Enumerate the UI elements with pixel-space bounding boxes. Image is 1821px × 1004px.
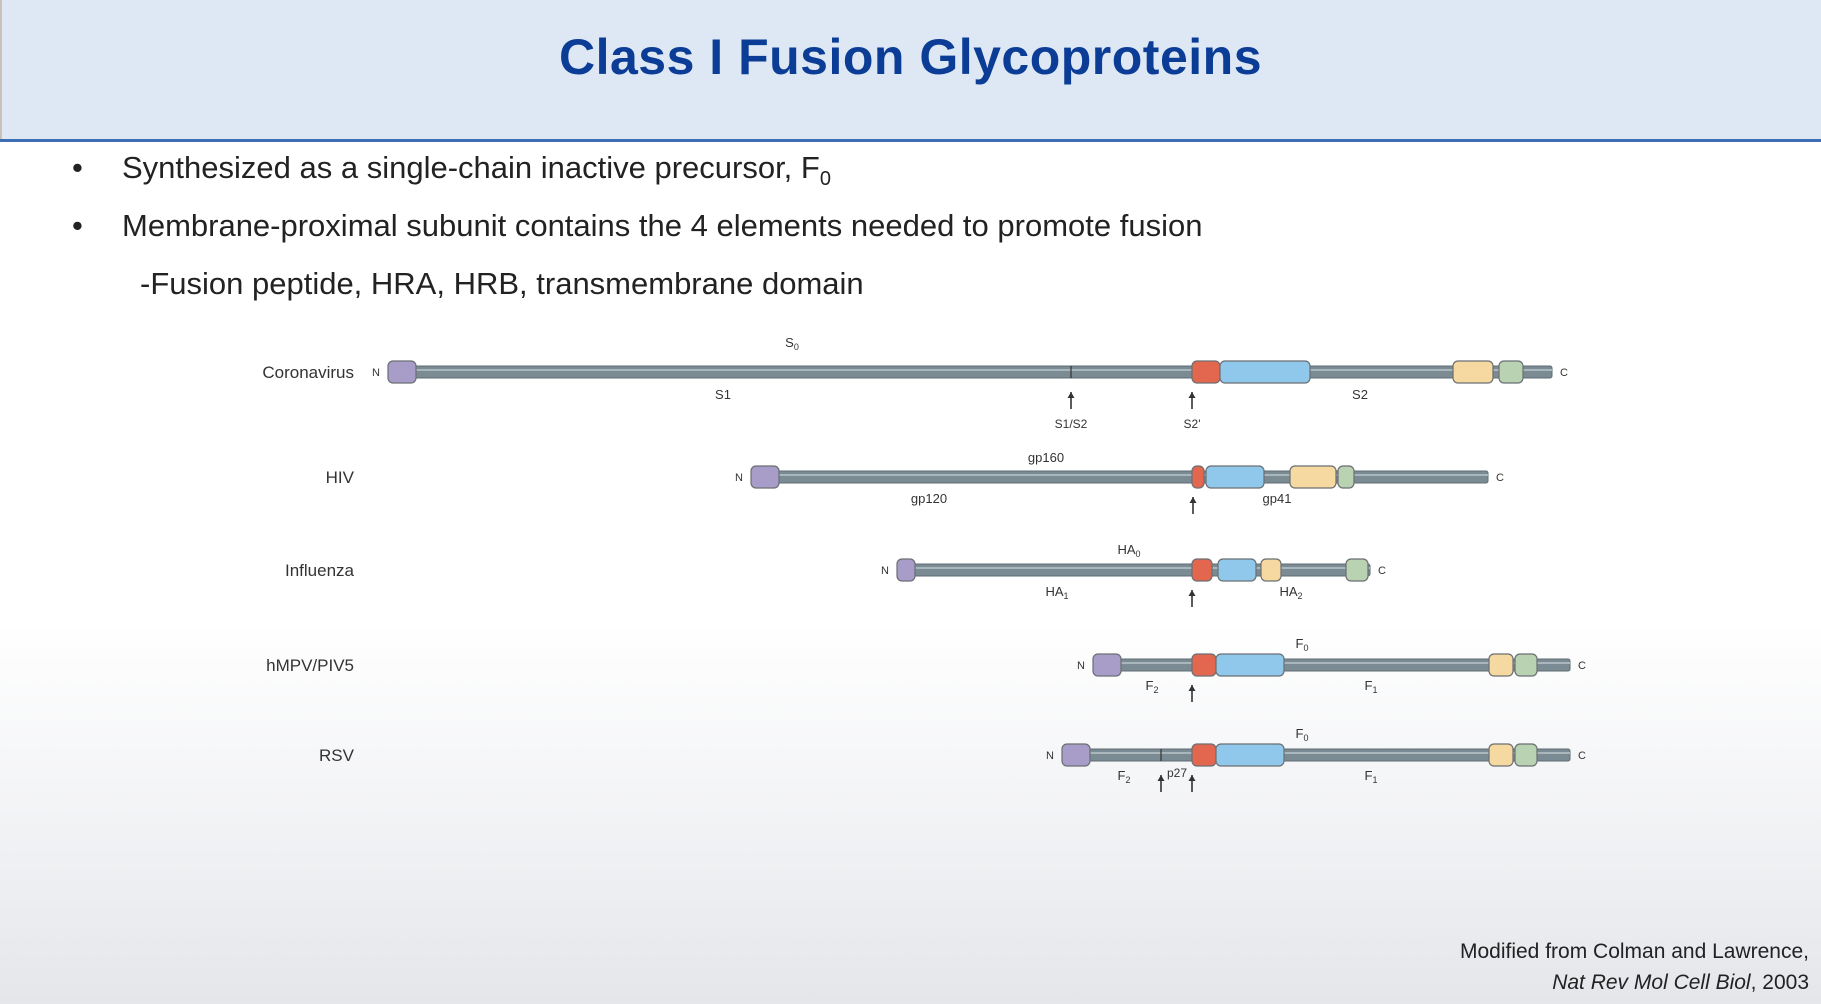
citation-line1: Modified from Colman and Lawrence, xyxy=(1459,940,1809,963)
coronavirus-c-terminus-label: C xyxy=(1560,367,1568,379)
bullet-1: Synthesized as a single-chain inactive p… xyxy=(122,150,831,191)
hmpv-piv5-precursor-label: F0 xyxy=(1296,636,1309,653)
rsv-subunit-label: F1 xyxy=(1365,768,1378,785)
coronavirus-subunit-label: S2 xyxy=(1352,387,1368,402)
coronavirus-cleavage-site-label: S1/S2 xyxy=(1055,417,1088,431)
coronavirus-cleavage-arrow-head xyxy=(1067,392,1075,398)
hmpv-piv5-cleavage-arrow-head xyxy=(1188,685,1196,691)
coronavirus-cleavage-arrow-head xyxy=(1188,392,1196,398)
hiv-cleavage-arrow-head xyxy=(1189,497,1197,503)
bullet-marker: • xyxy=(72,150,83,185)
title-banner xyxy=(0,0,1821,140)
influenza-hra-domain xyxy=(1217,558,1257,582)
sub-bullet: -Fusion peptide, HRA, HRB, transmembrane… xyxy=(140,266,864,301)
hiv-subunit-label: gp41 xyxy=(1263,491,1292,506)
rsv-c-terminus-label: C xyxy=(1578,750,1586,762)
hiv-transmembrane-domain xyxy=(1337,465,1355,489)
coronavirus-n-terminal-domain xyxy=(387,360,417,384)
influenza-hrb-domain xyxy=(1260,558,1282,582)
coronavirus-n-terminus-label: N xyxy=(372,367,380,379)
rsv-subunit-label: F2 xyxy=(1118,768,1131,785)
hmpv-piv5-subunit-label: F2 xyxy=(1146,678,1159,695)
citation-year: , 2003 xyxy=(1750,971,1809,994)
hmpv-piv5-hra-domain xyxy=(1215,653,1285,677)
influenza-name-label: Influenza xyxy=(285,561,355,580)
coronavirus-cleavage-site-label: S2' xyxy=(1184,417,1201,431)
rsv-cleavage-arrow-head xyxy=(1188,775,1196,781)
hiv-hra-domain xyxy=(1205,465,1265,489)
rsv-transmembrane-domain xyxy=(1514,743,1538,767)
bullet-marker: • xyxy=(72,208,83,243)
rsv-precursor-label: F0 xyxy=(1296,726,1309,743)
coronavirus-name-label: Coronavirus xyxy=(262,363,354,382)
influenza-n-terminal-domain xyxy=(896,558,916,582)
rsv-cleavage-arrow-head xyxy=(1157,775,1165,781)
hmpv-piv5-transmembrane-domain xyxy=(1514,653,1538,677)
coronavirus-hra-domain xyxy=(1219,360,1311,384)
hiv-name-label: HIV xyxy=(326,468,355,487)
coronavirus-transmembrane-domain xyxy=(1498,360,1524,384)
hmpv-piv5-fusion-peptide xyxy=(1191,653,1217,677)
hiv-subunit-label: gp120 xyxy=(911,491,947,506)
hmpv-piv5-hrb-domain xyxy=(1488,653,1514,677)
citation: Modified from Colman and Lawrence, Nat R… xyxy=(1460,936,1809,998)
hmpv-piv5-n-terminal-domain xyxy=(1092,653,1122,677)
title-divider xyxy=(0,139,1821,142)
hmpv-piv5-c-terminus-label: C xyxy=(1578,660,1586,672)
influenza-precursor-label: HA0 xyxy=(1117,542,1140,559)
influenza-transmembrane-domain xyxy=(1345,558,1369,582)
influenza-fusion-peptide xyxy=(1191,558,1213,582)
hmpv-piv5-name-label: hMPV/PIV5 xyxy=(266,656,354,675)
hiv-hrb-domain xyxy=(1289,465,1337,489)
rsv-fusion-peptide xyxy=(1191,743,1217,767)
hiv-fusion-peptide xyxy=(1191,465,1205,489)
hiv-backbone xyxy=(750,470,1489,484)
hiv-c-terminus-label: C xyxy=(1496,472,1504,484)
hiv-n-terminal-domain xyxy=(750,465,780,489)
hiv-n-terminus-label: N xyxy=(735,472,743,484)
coronavirus-fusion-peptide xyxy=(1191,360,1221,384)
coronavirus-precursor-label: S0 xyxy=(785,335,799,352)
hmpv-piv5-subunit-label: F1 xyxy=(1365,678,1378,695)
citation-journal: Nat Rev Mol Cell Biol xyxy=(1552,971,1751,994)
influenza-n-terminus-label: N xyxy=(881,565,889,577)
rsv-hra-domain xyxy=(1215,743,1285,767)
rsv-cleavage-site-label: p27 xyxy=(1167,766,1187,780)
rsv-n-terminal-domain xyxy=(1061,743,1091,767)
coronavirus-subunit-label: S1 xyxy=(715,387,731,402)
citation-line2: Nat Rev Mol Cell Biol, 2003 xyxy=(1460,967,1809,998)
coronavirus-backbone xyxy=(387,365,1553,379)
influenza-c-terminus-label: C xyxy=(1378,565,1386,577)
bullet-2: Membrane-proximal subunit contains the 4… xyxy=(122,208,1203,243)
rsv-hrb-domain xyxy=(1488,743,1514,767)
rsv-n-terminus-label: N xyxy=(1046,750,1054,762)
hmpv-piv5-n-terminus-label: N xyxy=(1077,660,1085,672)
influenza-subunit-label: HA1 xyxy=(1045,584,1068,601)
coronavirus-hrb-domain xyxy=(1452,360,1494,384)
influenza-subunit-label: HA2 xyxy=(1279,584,1302,601)
influenza-backbone xyxy=(896,563,1371,577)
influenza-cleavage-arrow-head xyxy=(1188,590,1196,596)
rsv-name-label: RSV xyxy=(319,746,355,765)
slide-title: Class I Fusion Glycoproteins xyxy=(558,29,1263,85)
hiv-precursor-label: gp160 xyxy=(1028,450,1064,465)
